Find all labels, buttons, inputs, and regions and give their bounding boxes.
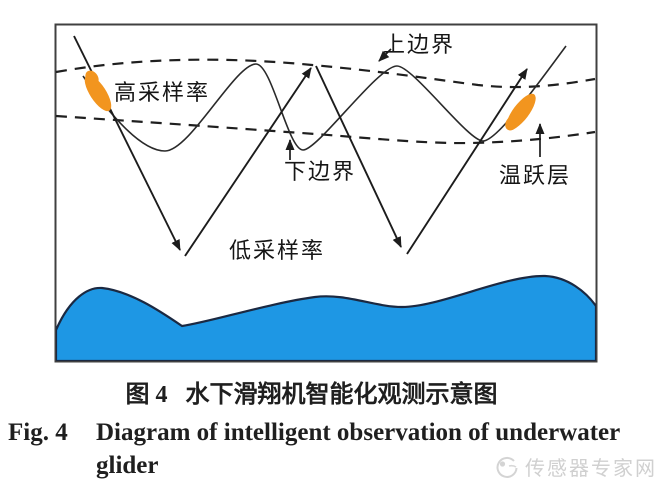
label-high-sampling-rate: 高采样率 [114, 80, 210, 105]
caption-zh-title: 水下滑翔机智能化观测示意图 [185, 382, 498, 408]
caption-zh: 图 4 水下滑翔机智能化观测示意图 [0, 381, 643, 409]
upper-boundary-arrow [378, 48, 392, 62]
label-lower-boundary: 下边界 [284, 159, 356, 184]
watermark-text: 传感器专家网 [525, 458, 657, 480]
label-upper-boundary: 上边界 [383, 32, 455, 57]
dive-leg-ascent-2 [406, 68, 528, 255]
high-sampling-marker-2 [505, 93, 536, 131]
caption-en-line1: Diagram of intelligent observation of un… [96, 419, 621, 446]
caption-en: Fig. 4 Diagram of intelligent observatio… [8, 416, 661, 482]
seafloor [56, 274, 596, 361]
dive-leg-ascent-1 [184, 67, 312, 257]
watermark: 传感器专家网 [493, 452, 657, 481]
upper-boundary-line [55, 58, 596, 89]
sun-swirl-icon [496, 456, 518, 478]
dive-leg-descent-2 [315, 65, 402, 248]
label-low-sampling-rate: 低采样率 [229, 238, 325, 263]
lower-boundary-line [55, 114, 596, 145]
caption-zh-fig-label: 图 4 [125, 382, 168, 408]
glider-diagram: 高采样率 上边界 下边界 低采样率 温跃层 [54, 23, 598, 363]
high-sampling-marker-1 [84, 70, 112, 112]
label-thermocline: 温跃层 [499, 163, 571, 188]
caption-en-text: Diagram of intelligent observation of un… [96, 416, 620, 482]
caption-en-fig-label: Fig. 4 [8, 419, 68, 446]
glider-trajectory [82, 45, 567, 152]
caption-en-line2: glider [96, 452, 159, 479]
